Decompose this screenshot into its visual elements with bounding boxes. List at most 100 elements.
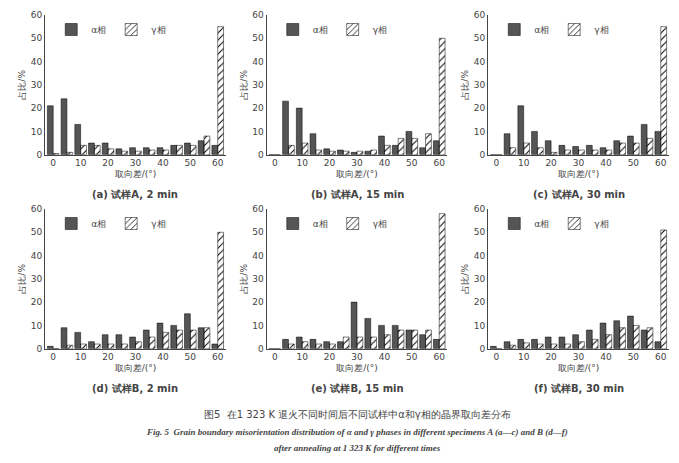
svg-text:20: 20	[545, 352, 557, 362]
svg-text:60: 60	[474, 204, 486, 214]
svg-text:α相: α相	[91, 25, 106, 35]
svg-text:0: 0	[493, 352, 499, 362]
svg-text:20: 20	[252, 103, 264, 113]
svg-text:20: 20	[102, 158, 114, 168]
svg-text:30: 30	[474, 80, 486, 90]
svg-text:α相: α相	[313, 25, 328, 35]
svg-text:10: 10	[518, 158, 530, 168]
svg-text:γ相: γ相	[151, 219, 165, 229]
svg-text:40: 40	[379, 352, 391, 362]
svg-text:40: 40	[474, 251, 486, 261]
svg-text:取向差/(°): 取向差/(°)	[336, 363, 378, 373]
svg-text:60: 60	[252, 10, 264, 20]
svg-text:γ相: γ相	[151, 25, 165, 35]
svg-text:γ相: γ相	[594, 25, 608, 35]
svg-text:10: 10	[296, 158, 308, 168]
svg-text:占比/%: 占比/%	[460, 264, 470, 294]
svg-text:60: 60	[212, 352, 224, 362]
svg-text:γ相: γ相	[373, 25, 387, 35]
svg-text:10: 10	[75, 158, 87, 168]
svg-text:60: 60	[31, 204, 43, 214]
svg-text:α相: α相	[534, 25, 549, 35]
svg-text:40: 40	[31, 57, 43, 67]
svg-text:after annealing at 1 323 K for: after annealing at 1 323 K for different…	[274, 443, 441, 453]
svg-text:α相: α相	[91, 219, 106, 229]
svg-text:10: 10	[518, 352, 530, 362]
svg-text:(a) 试样A, 2 min: (a) 试样A, 2 min	[92, 189, 178, 200]
svg-text:50: 50	[406, 158, 418, 168]
svg-text:30: 30	[474, 274, 486, 284]
svg-text:40: 40	[600, 352, 612, 362]
svg-text:Fig. 5 Grain boundary misorie: Fig. 5 Grain boundary misorientation dis…	[146, 427, 568, 437]
svg-text:50: 50	[252, 33, 264, 43]
svg-text:60: 60	[31, 10, 43, 20]
svg-text:30: 30	[31, 80, 43, 90]
svg-text:20: 20	[324, 352, 336, 362]
svg-text:40: 40	[157, 352, 169, 362]
svg-text:10: 10	[31, 321, 43, 331]
svg-text:取向差/(°): 取向差/(°)	[115, 169, 157, 179]
svg-text:占比/%: 占比/%	[239, 264, 249, 294]
svg-text:50: 50	[474, 227, 486, 237]
svg-text:(f) 试样B, 30 min: (f) 试样B, 30 min	[534, 383, 624, 394]
svg-text:0: 0	[480, 344, 486, 354]
svg-text:10: 10	[474, 321, 486, 331]
svg-text:50: 50	[628, 158, 640, 168]
svg-text:(d) 试样B, 2 min: (d) 试样B, 2 min	[92, 383, 178, 394]
svg-text:占比/%: 占比/%	[460, 70, 470, 100]
svg-text:60: 60	[212, 158, 224, 168]
svg-text:0: 0	[272, 158, 278, 168]
svg-text:0: 0	[50, 158, 56, 168]
svg-text:60: 60	[252, 204, 264, 214]
svg-text:50: 50	[252, 227, 264, 237]
svg-text:50: 50	[406, 352, 418, 362]
svg-text:取向差/(°): 取向差/(°)	[336, 169, 378, 179]
svg-text:40: 40	[474, 57, 486, 67]
svg-text:60: 60	[434, 352, 446, 362]
svg-text:20: 20	[324, 158, 336, 168]
svg-text:40: 40	[379, 158, 391, 168]
svg-text:(c) 试样A, 30 min: (c) 试样A, 30 min	[533, 189, 625, 200]
svg-text:α相: α相	[534, 219, 549, 229]
svg-text:50: 50	[185, 352, 197, 362]
svg-text:20: 20	[252, 297, 264, 307]
svg-text:图5 在1 323 K 退火不同时间后不同试样中α和γ相的: 图5 在1 323 K 退火不同时间后不同试样中α和γ相的晶界取向差分布	[204, 409, 511, 420]
svg-text:60: 60	[474, 10, 486, 20]
svg-text:10: 10	[296, 352, 308, 362]
svg-text:30: 30	[573, 352, 585, 362]
svg-text:取向差/(°): 取向差/(°)	[558, 363, 600, 373]
svg-text:0: 0	[480, 150, 486, 160]
svg-text:取向差/(°): 取向差/(°)	[115, 363, 157, 373]
svg-text:占比/%: 占比/%	[17, 264, 27, 294]
svg-text:50: 50	[185, 158, 197, 168]
svg-text:60: 60	[434, 158, 446, 168]
svg-text:60: 60	[655, 352, 667, 362]
svg-text:占比/%: 占比/%	[239, 70, 249, 100]
svg-text:20: 20	[545, 158, 557, 168]
svg-text:占比/%: 占比/%	[17, 70, 27, 100]
svg-text:10: 10	[31, 127, 43, 137]
svg-text:0: 0	[36, 344, 42, 354]
svg-text:50: 50	[31, 33, 43, 43]
svg-text:30: 30	[351, 158, 363, 168]
svg-text:30: 30	[573, 158, 585, 168]
svg-text:20: 20	[474, 103, 486, 113]
svg-text:20: 20	[31, 297, 43, 307]
svg-text:γ相: γ相	[373, 219, 387, 229]
svg-text:40: 40	[600, 158, 612, 168]
svg-text:(b) 试样A, 15 min: (b) 试样A, 15 min	[311, 189, 404, 200]
svg-text:0: 0	[272, 352, 278, 362]
svg-text:0: 0	[493, 158, 499, 168]
svg-text:20: 20	[102, 352, 114, 362]
svg-text:60: 60	[655, 158, 667, 168]
svg-text:0: 0	[258, 344, 264, 354]
svg-text:10: 10	[252, 127, 264, 137]
svg-text:50: 50	[474, 33, 486, 43]
svg-text:10: 10	[75, 352, 87, 362]
svg-text:取向差/(°): 取向差/(°)	[558, 169, 600, 179]
svg-text:30: 30	[31, 274, 43, 284]
svg-text:(e) 试样B, 15 min: (e) 试样B, 15 min	[311, 383, 404, 394]
svg-text:0: 0	[50, 352, 56, 362]
svg-text:30: 30	[351, 352, 363, 362]
svg-text:10: 10	[252, 321, 264, 331]
